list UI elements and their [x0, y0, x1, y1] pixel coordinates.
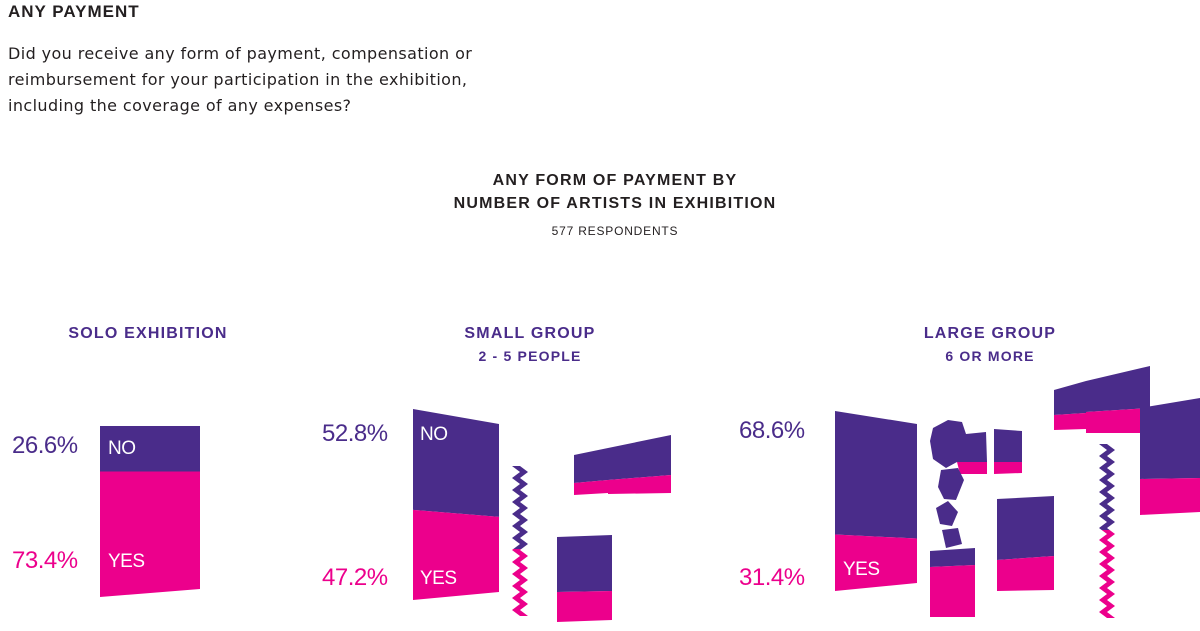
fragment-large-right-yes: [1140, 478, 1200, 515]
fragment-large-chip-a: [938, 468, 964, 500]
fragment-small-top-yes-b: [608, 475, 671, 494]
group-title-small: SMALL GROUP: [464, 325, 596, 342]
group-subtitle-large: 6 OR MORE: [945, 348, 1035, 364]
fragment-small-box-yes: [557, 591, 612, 622]
group-subtitle-small: 2 - 5 PEOPLE: [478, 348, 582, 364]
segment-label-no-1: NO: [420, 424, 448, 445]
page-title: ANY PAYMENT: [8, 2, 140, 21]
fragment-small-top-no-b: [608, 435, 671, 480]
value-label-yes-0: 73.4%: [12, 547, 78, 574]
fragment-large-rock-yes: [957, 462, 987, 474]
bar-segment-no-2: [835, 411, 917, 539]
fragment-large-ledge-yes: [930, 565, 975, 617]
fragment-large-small-yes: [994, 462, 1022, 474]
group-title-solo: SOLO EXHIBITION: [68, 325, 228, 342]
fragment-large-chip-c: [942, 528, 962, 548]
value-label-no-2: 68.6%: [739, 417, 805, 444]
segment-label-yes-0: YES: [108, 551, 145, 572]
question-line: Did you receive any form of payment, com…: [8, 44, 473, 63]
bar-segment-no-0: [100, 426, 200, 472]
bar-segment-yes-0: [100, 471, 200, 597]
segment-label-yes-1: YES: [420, 568, 457, 589]
fragment-large-top-yes-b: [1086, 408, 1150, 433]
segment-label-no-0: NO: [108, 438, 136, 459]
fragment-large-ledge-no: [930, 548, 975, 567]
fragment-large-top-no-b: [1086, 366, 1150, 412]
fragment-large-box-yes: [997, 556, 1054, 591]
question-line: including the coverage of any expenses?: [8, 96, 352, 115]
bar-segment-yes-2: [835, 534, 917, 591]
chart-title-line-2: NUMBER OF ARTISTS IN EXHIBITION: [453, 195, 777, 212]
fragment-large-chip-b: [936, 501, 958, 526]
fragment-large-top-no-a: [1054, 381, 1086, 415]
fragment-small-top-yes-a: [574, 480, 608, 495]
value-label-yes-2: 31.4%: [739, 564, 805, 591]
group-title-large: LARGE GROUP: [923, 325, 1057, 342]
value-label-no-1: 52.8%: [322, 420, 388, 447]
fragment-large-small-no: [994, 429, 1022, 462]
bar-segment-yes-1: [413, 509, 499, 600]
fragment-small-box-no: [557, 535, 612, 592]
question-line: reimbursement for your participation in …: [8, 70, 468, 89]
segment-label-yes-2: YES: [843, 559, 880, 580]
fragment-large-top-yes-a: [1054, 413, 1086, 430]
value-label-no-0: 26.6%: [12, 432, 78, 459]
survey-question: Did you receive any form of payment, com…: [8, 41, 528, 119]
chart-title-line-1: ANY FORM OF PAYMENT BY: [492, 172, 738, 189]
fragment-large-rock-no: [930, 420, 987, 468]
chart-subtitle: 577 RESPONDENTS: [551, 224, 679, 238]
fragment-large-box-no: [997, 496, 1054, 560]
fragment-large-right-no: [1140, 398, 1200, 479]
value-label-yes-1: 47.2%: [322, 564, 388, 591]
fragment-small-top-no-a: [574, 448, 608, 483]
bar-segment-no-1: [413, 409, 499, 517]
